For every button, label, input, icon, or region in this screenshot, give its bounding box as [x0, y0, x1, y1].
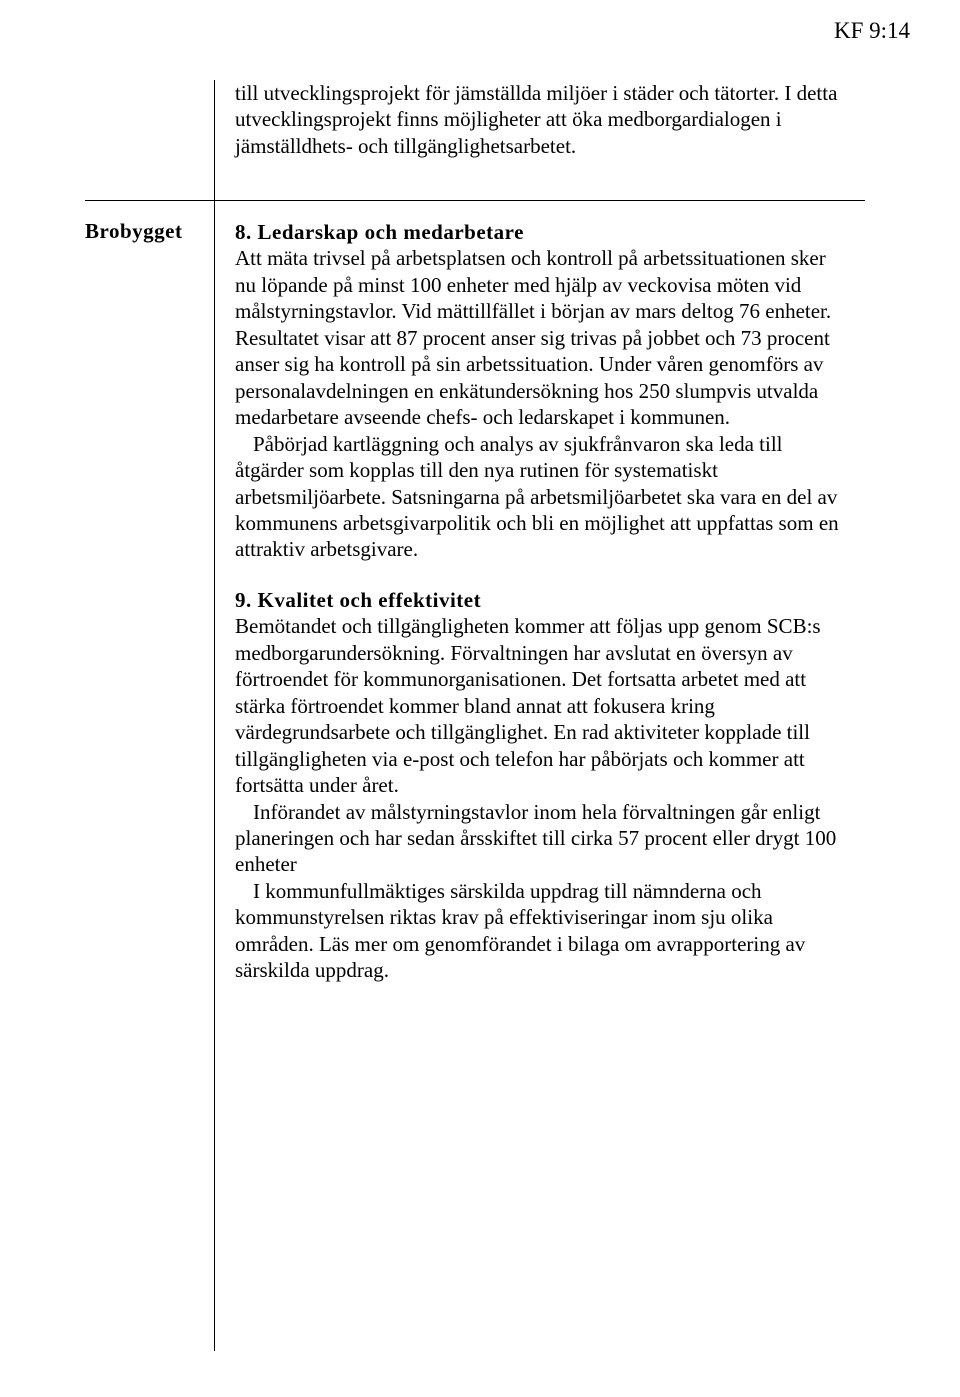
document-content: till utvecklingsprojekt för jämställda m…	[85, 80, 865, 1351]
row-label: Brobygget	[85, 219, 182, 243]
section-8-paragraph-1: Att mäta trivsel på arbetsplatsen och ko…	[235, 245, 840, 430]
main-row: Brobygget 8. Ledarskap och medarbetare A…	[85, 201, 865, 1351]
top-row-paragraph: till utvecklingsprojekt för jämställda m…	[235, 80, 840, 159]
main-row-label-cell: Brobygget	[85, 201, 215, 1351]
section-8-heading: 8. Ledarskap och medarbetare	[235, 219, 840, 245]
section-9-paragraph-2: Införandet av målstyrningstavlor inom he…	[235, 799, 840, 878]
section-9-paragraph-3: I kommunfullmäktiges särskilda uppdrag t…	[235, 878, 840, 984]
page-reference: KF 9:14	[834, 18, 910, 44]
section-9-heading: 9. Kvalitet och effektivitet	[235, 587, 840, 613]
main-row-text-cell: 8. Ledarskap och medarbetare Att mäta tr…	[215, 201, 840, 1008]
top-row-text-cell: till utvecklingsprojekt för jämställda m…	[215, 80, 840, 179]
section-8-paragraph-2: Påbörjad kartläggning och analys av sjuk…	[235, 431, 840, 563]
section-8: 8. Ledarskap och medarbetare Att mäta tr…	[235, 219, 840, 563]
top-row-label-cell	[85, 80, 215, 200]
top-row: till utvecklingsprojekt för jämställda m…	[85, 80, 865, 201]
section-9: 9. Kvalitet och effektivitet Bemötandet …	[235, 587, 840, 984]
section-9-paragraph-1: Bemötandet och tillgängligheten kommer a…	[235, 613, 840, 798]
